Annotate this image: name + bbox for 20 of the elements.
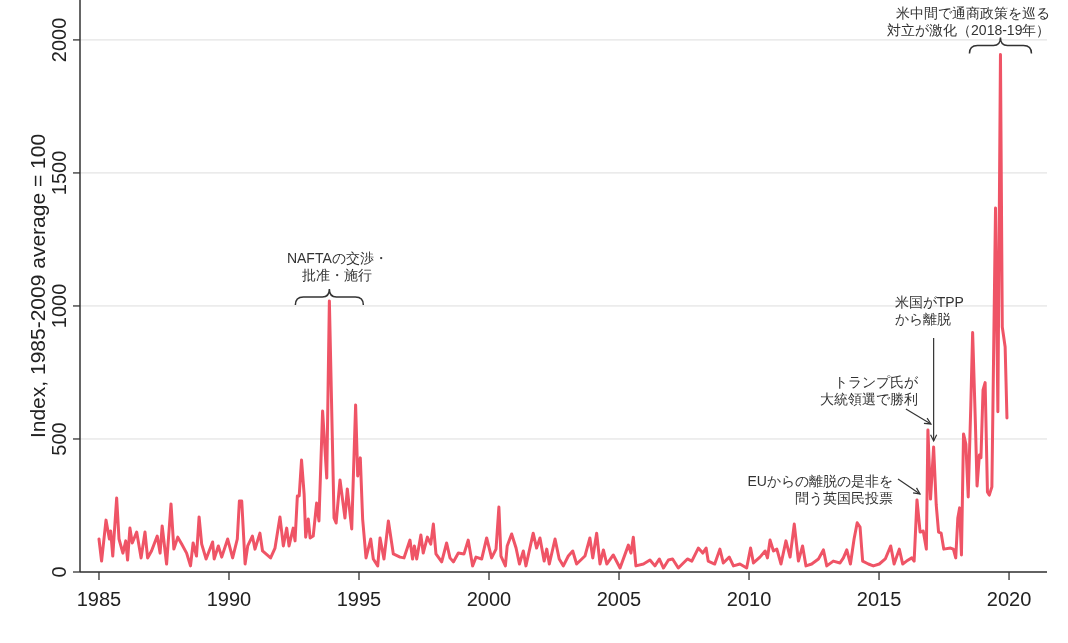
annotation: トランプ氏が大統領選で勝利: [819, 373, 919, 407]
annotation: EUからの離脱の是非を問う英国民投票: [747, 472, 893, 506]
x-tick-label: 1985: [76, 588, 122, 610]
x-tick-label: 2020: [986, 588, 1032, 610]
y-tick-label: 1500: [48, 150, 70, 196]
x-tick-label: 2000: [466, 588, 512, 610]
annotation: 米国がTPPから離脱: [894, 293, 964, 327]
y-tick-label: 0: [48, 566, 70, 578]
y-axis-title: Index, 1985-2009 average = 100: [26, 133, 49, 439]
x-tick-label: 1990: [206, 588, 252, 610]
x-tick-label: 1995: [336, 588, 382, 610]
y-tick-label: 500: [48, 422, 70, 456]
line-series: [97, 53, 1009, 570]
annotation: 米中間で通商政策を巡る対立が激化（2018-19年）: [887, 4, 1051, 38]
y-tick-label: 1000: [48, 283, 70, 329]
y-tick-label: 2000: [48, 17, 70, 63]
x-tick-label: 2010: [726, 588, 772, 610]
x-tick-label: 2005: [596, 588, 642, 610]
annotation: NAFTAの交渉・批准・施行: [286, 249, 388, 283]
x-tick-label: 2015: [856, 588, 902, 610]
